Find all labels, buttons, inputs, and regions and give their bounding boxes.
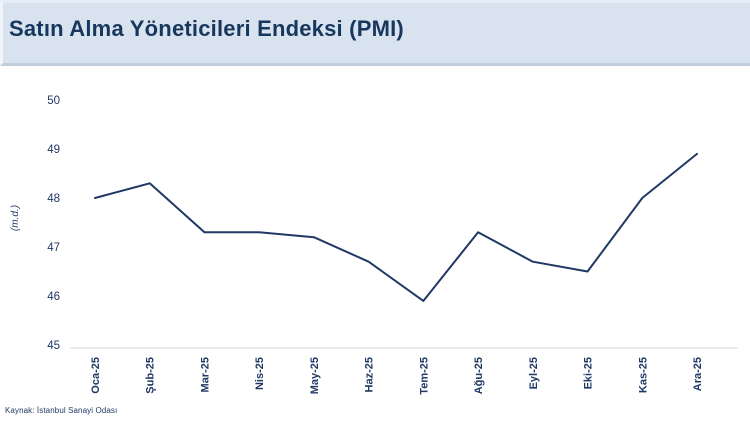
x-tick-label: May-25 <box>309 357 321 394</box>
chart-header: Satın Alma Yöneticileri Endeksi (PMI) <box>0 0 750 66</box>
x-tick-label: Nis-25 <box>254 357 266 390</box>
x-tick-label: Eki-25 <box>583 357 595 389</box>
x-tick-label: Oca-25 <box>90 357 102 394</box>
y-tick-label: 46 <box>47 291 60 303</box>
x-tick-label: Ara-25 <box>692 357 704 391</box>
y-tick-label: 50 <box>47 95 60 107</box>
x-tick-label: Şub-25 <box>145 357 157 394</box>
x-tick-label: Eyl-25 <box>528 357 540 389</box>
y-tick-label: 47 <box>47 242 60 254</box>
x-tick-label: Haz-25 <box>364 357 376 392</box>
y-axis-title: (m.d.) <box>10 205 21 231</box>
y-tick-label: 48 <box>47 193 60 205</box>
y-tick-label: 49 <box>47 144 60 156</box>
chart-title: Satın Alma Yöneticileri Endeksi (PMI) <box>9 16 404 41</box>
y-tick-label: 45 <box>47 340 60 352</box>
pmi-series-line <box>94 152 698 302</box>
x-tick-label: Tem-25 <box>418 357 430 395</box>
source-note: Kaynak: İstanbul Sanayi Odası <box>5 406 118 415</box>
x-tick-label: Kas-25 <box>637 357 649 393</box>
x-tick-label: Ağu-25 <box>473 357 485 394</box>
x-tick-label: Mar-25 <box>199 357 211 392</box>
